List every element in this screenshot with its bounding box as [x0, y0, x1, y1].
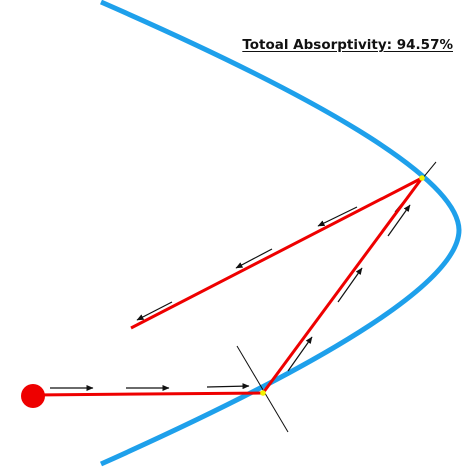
- incident-ray: [32, 391, 264, 397]
- first-reflected-ray: [261, 177, 424, 394]
- reflected-arrow-1: [287, 336, 313, 372]
- reflected-arrow-3: [387, 204, 411, 237]
- second-reflected-ray: [130, 176, 423, 330]
- first-hit-normal: [236, 345, 289, 433]
- incident-arrow-3: [206, 383, 250, 390]
- return-arrow-2: [235, 248, 273, 269]
- second-hit-point: [419, 175, 425, 181]
- light-source-dot[interactable]: [21, 384, 45, 408]
- return-arrow-1: [317, 206, 358, 227]
- parabolic-mirror-curve: [99, 0, 462, 467]
- return-arrow-3: [136, 301, 173, 321]
- reflected-arrow-2: [337, 267, 363, 303]
- first-hit-point: [260, 390, 266, 396]
- total-absorptivity-label: Totoal Absorptivity: 94.57%: [242, 37, 453, 53]
